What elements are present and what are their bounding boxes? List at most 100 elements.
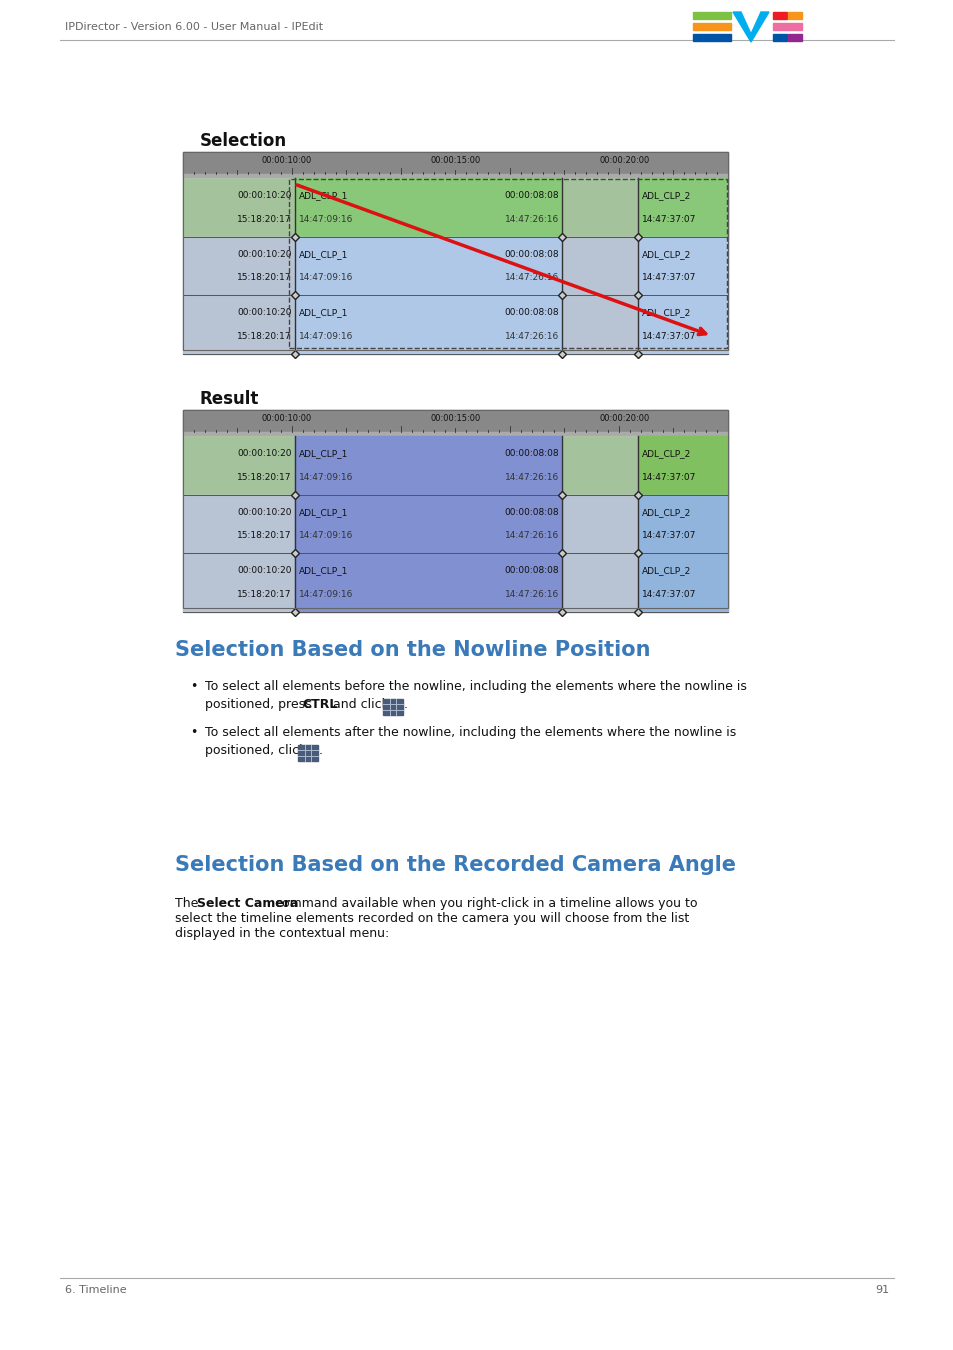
Bar: [561, 554, 638, 612]
Bar: [561, 296, 638, 354]
Text: 00:00:20:00: 00:00:20:00: [598, 414, 649, 423]
Text: 00:00:10:20: 00:00:10:20: [237, 250, 292, 259]
Bar: [294, 436, 561, 494]
Text: 14:47:26:16: 14:47:26:16: [504, 532, 558, 540]
Text: 14:47:09:16: 14:47:09:16: [298, 332, 353, 342]
Text: ADL_CLP_2: ADL_CLP_2: [641, 250, 691, 259]
Text: ADL_CLP_1: ADL_CLP_1: [298, 192, 348, 200]
Text: ADL_CLP_1: ADL_CLP_1: [298, 250, 348, 259]
Text: 00:00:10:00: 00:00:10:00: [261, 414, 312, 423]
Text: 00:00:08:08: 00:00:08:08: [503, 508, 558, 517]
Bar: [294, 554, 561, 612]
Bar: [294, 494, 561, 554]
Text: 15:18:20:17: 15:18:20:17: [237, 332, 292, 342]
Bar: [183, 410, 727, 608]
Text: positioned, click: positioned, click: [205, 744, 306, 757]
Bar: [561, 494, 638, 554]
Text: 00:00:08:08: 00:00:08:08: [503, 250, 558, 259]
Bar: [772, 23, 801, 30]
Text: IPDirector - Version 6.00 - User Manual - IPEdit: IPDirector - Version 6.00 - User Manual …: [65, 22, 323, 32]
Bar: [561, 236, 638, 296]
Text: 14:47:09:16: 14:47:09:16: [298, 273, 353, 282]
Bar: [561, 436, 638, 494]
Text: CTRL: CTRL: [302, 698, 337, 711]
Bar: [772, 12, 786, 19]
Text: and click: and click: [329, 698, 389, 711]
Text: Selection: Selection: [200, 132, 287, 150]
Bar: [183, 236, 727, 296]
Text: 14:47:26:16: 14:47:26:16: [504, 590, 558, 599]
Bar: [692, 34, 730, 40]
Text: 14:47:37:07: 14:47:37:07: [641, 472, 696, 482]
Bar: [183, 554, 294, 612]
Text: 00:00:08:08: 00:00:08:08: [503, 450, 558, 458]
Text: 00:00:10:20: 00:00:10:20: [237, 192, 292, 200]
Text: ADL_CLP_2: ADL_CLP_2: [641, 450, 691, 458]
Bar: [183, 410, 727, 432]
Text: 15:18:20:17: 15:18:20:17: [237, 215, 292, 224]
Bar: [561, 178, 638, 236]
Bar: [183, 436, 294, 494]
Text: ADL_CLP_2: ADL_CLP_2: [641, 308, 691, 317]
Text: 14:47:09:16: 14:47:09:16: [298, 590, 353, 599]
Text: 14:47:37:07: 14:47:37:07: [641, 332, 696, 342]
Text: 6. Timeline: 6. Timeline: [65, 1285, 127, 1295]
Bar: [183, 432, 727, 436]
Text: 00:00:10:20: 00:00:10:20: [237, 450, 292, 458]
Bar: [638, 436, 727, 494]
Bar: [183, 494, 727, 554]
Text: 14:47:26:16: 14:47:26:16: [504, 273, 558, 282]
Bar: [183, 410, 727, 608]
Text: Selection Based on the Recorded Camera Angle: Selection Based on the Recorded Camera A…: [174, 855, 735, 875]
Bar: [382, 699, 402, 716]
Bar: [772, 34, 786, 40]
Bar: [183, 236, 294, 296]
Text: .: .: [403, 698, 408, 711]
Text: ADL_CLP_1: ADL_CLP_1: [298, 450, 348, 458]
Text: ADL_CLP_2: ADL_CLP_2: [641, 567, 691, 575]
Text: 14:47:09:16: 14:47:09:16: [298, 532, 353, 540]
Text: 14:47:37:07: 14:47:37:07: [641, 532, 696, 540]
Text: •: •: [190, 680, 197, 693]
Bar: [183, 554, 727, 612]
Bar: [183, 178, 727, 236]
Text: .: .: [318, 744, 323, 757]
Polygon shape: [732, 12, 768, 42]
Bar: [692, 12, 730, 19]
Text: To select all elements before the nowline, including the elements where the nowl: To select all elements before the nowlin…: [205, 680, 746, 693]
Bar: [787, 12, 801, 19]
Text: 14:47:26:16: 14:47:26:16: [504, 472, 558, 482]
Bar: [183, 153, 727, 350]
Bar: [297, 745, 317, 761]
Text: 14:47:37:07: 14:47:37:07: [641, 273, 696, 282]
Bar: [638, 554, 727, 612]
Bar: [289, 180, 726, 348]
Text: ADL_CLP_2: ADL_CLP_2: [641, 508, 691, 517]
Text: 00:00:08:08: 00:00:08:08: [503, 567, 558, 575]
Bar: [638, 494, 727, 554]
Text: 14:47:37:07: 14:47:37:07: [641, 590, 696, 599]
Text: 00:00:08:08: 00:00:08:08: [503, 308, 558, 317]
Bar: [183, 178, 294, 236]
Text: 15:18:20:17: 15:18:20:17: [237, 472, 292, 482]
Text: displayed in the contextual menu:: displayed in the contextual menu:: [174, 927, 389, 940]
Text: •: •: [190, 726, 197, 738]
Bar: [294, 178, 561, 236]
Bar: [638, 296, 727, 354]
Bar: [294, 236, 561, 296]
Text: positioned, press: positioned, press: [205, 698, 315, 711]
Text: To select all elements after the nowline, including the elements where the nowli: To select all elements after the nowline…: [205, 726, 736, 738]
Text: command available when you right-click in a timeline allows you to: command available when you right-click i…: [271, 896, 697, 910]
Text: 00:00:10:20: 00:00:10:20: [237, 308, 292, 317]
Bar: [183, 153, 727, 174]
Bar: [183, 296, 727, 354]
Text: 00:00:10:20: 00:00:10:20: [237, 567, 292, 575]
Text: ADL_CLP_1: ADL_CLP_1: [298, 567, 348, 575]
Text: The: The: [174, 896, 202, 910]
Text: 00:00:08:08: 00:00:08:08: [503, 192, 558, 200]
Bar: [787, 34, 801, 40]
Text: 00:00:15:00: 00:00:15:00: [430, 157, 480, 165]
Text: select the timeline elements recorded on the camera you will choose from the lis: select the timeline elements recorded on…: [174, 913, 688, 925]
Bar: [183, 494, 294, 554]
Bar: [638, 178, 727, 236]
